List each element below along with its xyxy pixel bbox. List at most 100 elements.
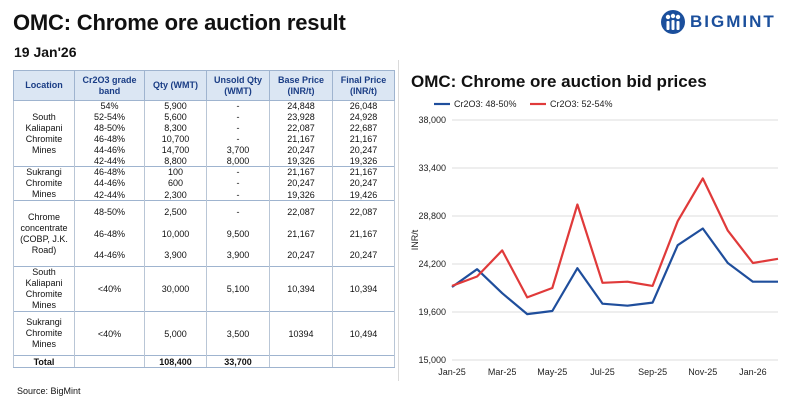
y-tick-label: 24,200 xyxy=(418,259,446,269)
table-row: 44-46% 600-20,247 20,247 xyxy=(14,177,395,190)
grade-cell: 46-48% xyxy=(74,222,145,245)
total-row: Total 108,400 33,700 xyxy=(13,355,395,368)
grade-cell: 52-54% xyxy=(74,111,145,123)
unsold-cell: 5,100 xyxy=(206,266,270,312)
grade-cell: 44-46% xyxy=(74,177,145,190)
unsold-cell: - xyxy=(206,122,270,134)
page-title: OMC: Chrome ore auction result xyxy=(13,10,346,35)
location-line: Sukrangi xyxy=(26,167,62,177)
grade-cell: <40% xyxy=(74,311,145,356)
qty-cell: 8,300 xyxy=(144,122,207,134)
base-cell: 21,167 xyxy=(269,165,333,178)
location-line: South xyxy=(32,267,56,277)
grade-cell: 42-44% xyxy=(74,189,145,201)
table-row: 42-44% 8,800 8,000 19,326 19,326 xyxy=(14,155,395,167)
qty-cell: 30,000 xyxy=(144,266,207,312)
final-cell: 26,048 xyxy=(332,100,395,112)
location-line: Sukrangi xyxy=(26,317,62,327)
unsold-cell: - xyxy=(206,177,270,190)
x-tick-label: Jan-25 xyxy=(438,367,466,377)
panel-divider xyxy=(398,60,399,381)
chart-title: OMC: Chrome ore auction bid prices xyxy=(411,72,707,91)
grade-cell: 46-48% xyxy=(74,165,145,178)
base-cell: 19,326 xyxy=(269,155,333,167)
qty-cell: 5,600 xyxy=(144,111,207,123)
qty-cell: 5,000 xyxy=(144,311,207,356)
location-line: Mines xyxy=(31,339,56,349)
x-tick-label: Mar-25 xyxy=(488,367,517,377)
unsold-cell: 3,500 xyxy=(206,311,270,356)
base-cell: 22,087 xyxy=(269,200,333,223)
qty-cell: 14,700 xyxy=(144,144,207,156)
qty-cell: 600 xyxy=(144,177,207,190)
table-row: 44-46% 14,700 3,700 20,247 20,247 xyxy=(14,144,395,156)
final-cell: 21,167 xyxy=(332,222,395,245)
base-cell: 21,167 xyxy=(269,222,333,245)
base-cell: 21,167 xyxy=(269,133,333,145)
final-cell: 21,167 xyxy=(332,165,395,178)
grade-cell: 42-44% xyxy=(74,155,145,167)
location-cell: South Kaliapani Chromite Mines xyxy=(13,100,75,167)
unsold-cell: - xyxy=(206,165,270,178)
qty-cell: 5,900 xyxy=(144,100,207,112)
unsold-cell: - xyxy=(206,200,270,223)
location-line: Kaliapani xyxy=(25,278,63,288)
unsold-cell: 9,500 xyxy=(206,222,270,245)
unsold-cell: - xyxy=(206,189,270,201)
location-line: Mines xyxy=(31,189,56,199)
location-line: South xyxy=(32,111,56,122)
location-line: Mines xyxy=(31,300,56,310)
unsold-cell: 8,000 xyxy=(206,155,270,167)
final-cell: 19,426 xyxy=(332,189,395,201)
base-cell: 20,247 xyxy=(269,144,333,156)
location-cell: Chrome concentrate (COBP, J.K. Road) xyxy=(13,200,75,267)
y-tick-label: 33,400 xyxy=(418,163,446,173)
header-qty: Qty (WMT) xyxy=(144,70,207,101)
location-line: (COBP, J.K. xyxy=(20,233,68,244)
unsold-cell: - xyxy=(206,100,270,112)
grade-cell: 44-46% xyxy=(74,144,145,156)
header-unsold: Unsold Qty (WMT) xyxy=(206,70,270,101)
total-unsold: 33,700 xyxy=(206,355,270,368)
y-tick-label: 38,000 xyxy=(418,115,446,125)
base-cell: 22,087 xyxy=(269,122,333,134)
grade-cell: 54% xyxy=(74,100,145,112)
brand-name: BIGMINT xyxy=(690,12,776,31)
series-line-cr2o3-52-54 xyxy=(451,177,779,299)
location-line: Road) xyxy=(31,244,57,255)
final-cell: 20,247 xyxy=(332,244,395,267)
y-tick-label: 15,000 xyxy=(418,355,446,365)
grade-cell: 44-46% xyxy=(74,244,145,267)
unsold-cell: - xyxy=(206,111,270,123)
qty-cell: 2,500 xyxy=(144,200,207,223)
table-row: Sukrangi Chromite Mines <40% 5,000 3,500 10394… xyxy=(13,311,395,356)
table-row: 46-48% 10,700-21,167 21,167 xyxy=(14,133,395,145)
y-axis-label: INR/t xyxy=(410,229,420,250)
x-tick-label: Sep-25 xyxy=(638,367,667,377)
total-base xyxy=(269,355,333,368)
table-row: 48-50% 8,300-22,087 22,687 xyxy=(14,122,395,134)
total-final xyxy=(332,355,395,368)
unsold-cell: 3,700 xyxy=(206,144,270,156)
table-row: 52-54% 5,600-23,928 24,928 xyxy=(14,111,395,123)
header-location: Location xyxy=(13,70,75,101)
qty-cell: 8,800 xyxy=(144,155,207,167)
unsold-cell: 3,900 xyxy=(206,244,270,267)
location-line: Chromite xyxy=(25,133,63,144)
table-row: Sukrangi Chromite Mines 46-48% 100-21,167 21,… xyxy=(13,165,395,201)
final-cell: 24,928 xyxy=(332,111,395,123)
auction-table-container: Location Cr2O3 grade band Qty (WMT) Unso… xyxy=(13,70,395,368)
grade-cell: <40% xyxy=(74,266,145,312)
base-cell: 10394 xyxy=(269,311,333,356)
location-line: Chrome xyxy=(27,211,60,222)
location-cell: Sukrangi Chromite Mines xyxy=(13,166,75,201)
qty-cell: 10,700 xyxy=(144,133,207,145)
final-cell: 10,494 xyxy=(332,311,395,356)
total-label: Total xyxy=(13,355,75,368)
location-line: concentrate xyxy=(20,222,68,233)
final-cell: 10,394 xyxy=(332,266,395,312)
y-tick-label: 28,800 xyxy=(418,211,446,221)
location-cell: Sukrangi Chromite Mines xyxy=(13,311,75,356)
table-header-row: Location Cr2O3 grade band Qty (WMT) Unso… xyxy=(13,70,395,101)
qty-cell: 10,000 xyxy=(144,222,207,245)
